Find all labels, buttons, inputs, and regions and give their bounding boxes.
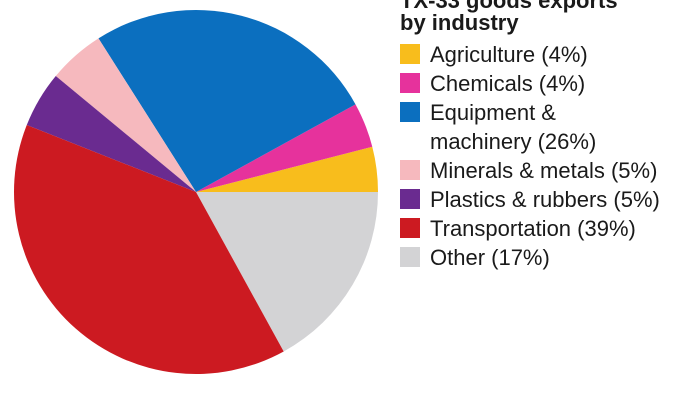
- legend-label-other: Other (17%): [430, 245, 550, 270]
- legend-item-other: Other (17%): [400, 243, 682, 272]
- legend-item-chemicals: Chemicals (4%): [400, 69, 682, 98]
- legend-panel: TX-33 goods exports by industry Agricult…: [400, 0, 682, 272]
- legend-label-minerals-metals: Minerals & metals (5%): [430, 158, 658, 183]
- legend-item-plastics-rubbers: Plastics & rubbers (5%): [400, 185, 682, 214]
- pie-slice-chemicals: [196, 104, 373, 192]
- legend-swatch-transportation: [400, 218, 420, 238]
- legend-item-minerals-metals: Minerals & metals (5%): [400, 156, 682, 185]
- legend-label-chemicals: Chemicals (4%): [430, 71, 586, 96]
- chart-title: TX-33 goods exports by industry: [400, 0, 682, 34]
- legend: Agriculture (4%) Chemicals (4%) Equipmen…: [400, 40, 682, 272]
- chart-title-line-2: by industry: [400, 10, 519, 35]
- legend-swatch-agriculture: [400, 44, 420, 64]
- pie-slices: [13, 9, 378, 375]
- legend-item-equipment-machinery: Equipment & machinery (26%): [400, 98, 682, 156]
- legend-swatch-plastics-rubbers: [400, 189, 420, 209]
- pie-chart: [13, 9, 378, 375]
- pie-slice-plastics-rubbers: [26, 75, 197, 192]
- legend-item-transportation: Transportation (39%): [400, 214, 682, 243]
- pie-slice-equipment-machinery: [98, 9, 356, 193]
- legend-item-agriculture: Agriculture (4%): [400, 40, 682, 69]
- legend-label-transportation: Transportation (39%): [430, 216, 636, 241]
- pie-slice-transportation: [13, 125, 284, 375]
- pie-slice-agriculture: [196, 146, 378, 192]
- legend-swatch-minerals-metals: [400, 160, 420, 180]
- legend-swatch-other: [400, 247, 420, 267]
- chart-title-line-1: TX-33 goods exports: [400, 0, 618, 13]
- legend-swatch-chemicals: [400, 73, 420, 93]
- legend-label-agriculture: Agriculture (4%): [430, 42, 588, 67]
- legend-label-plastics-rubbers: Plastics & rubbers (5%): [430, 187, 660, 212]
- pie-slice-other: [196, 192, 378, 352]
- pie-slice-minerals-metals: [55, 38, 196, 192]
- legend-swatch-equipment-machinery: [400, 102, 420, 122]
- legend-label-equipment-machinery: Equipment & machinery (26%): [430, 100, 597, 154]
